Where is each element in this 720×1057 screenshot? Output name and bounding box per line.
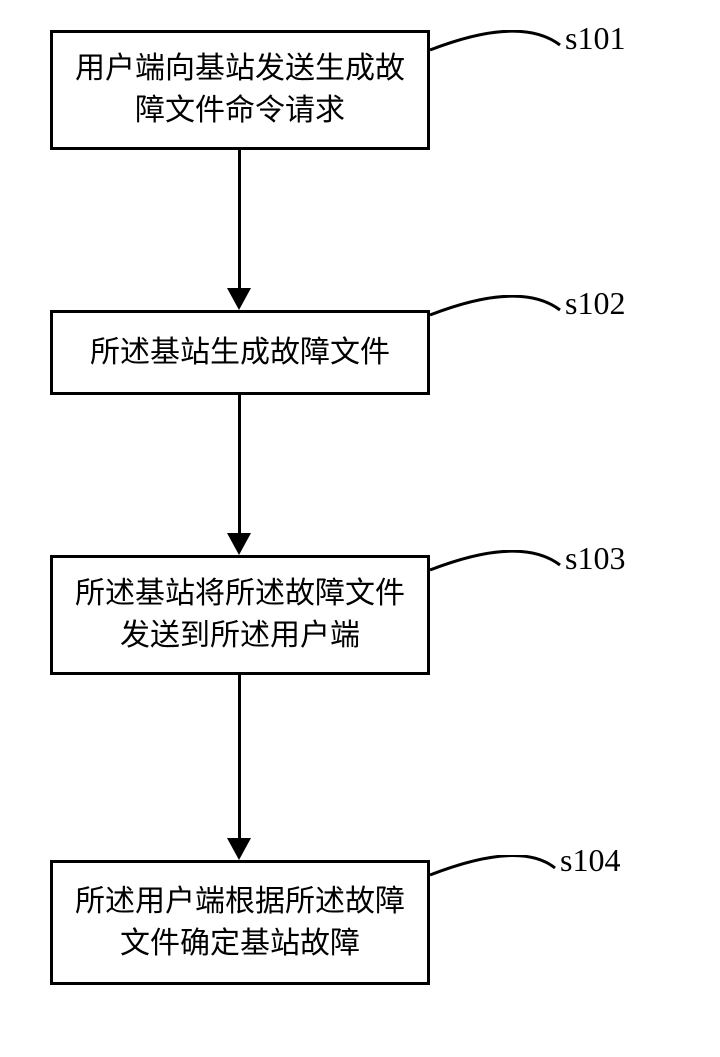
flowchart-node-s104: 所述用户端根据所述故障文件确定基站故障 xyxy=(50,860,430,985)
node-text: 所述基站生成故障文件 xyxy=(90,332,390,374)
node-label-s101: s101 xyxy=(565,20,625,57)
node-text: 所述基站将所述故障文件发送到所述用户端 xyxy=(73,573,407,657)
flowchart-node-s101: 用户端向基站发送生成故障文件命令请求 xyxy=(50,30,430,150)
flowchart-container: 用户端向基站发送生成故障文件命令请求 s101 所述基站生成故障文件 s102 … xyxy=(0,0,720,1057)
connector-s104 xyxy=(430,855,570,905)
arrow-head-1 xyxy=(227,288,251,310)
connector-s101 xyxy=(430,30,570,80)
arrow-line-3 xyxy=(238,675,241,840)
connector-s102 xyxy=(430,295,570,345)
arrow-head-2 xyxy=(227,533,251,555)
arrow-head-3 xyxy=(227,838,251,860)
connector-s103 xyxy=(430,550,570,600)
node-text: 所述用户端根据所述故障文件确定基站故障 xyxy=(73,881,407,965)
arrow-line-1 xyxy=(238,150,241,290)
flowchart-node-s103: 所述基站将所述故障文件发送到所述用户端 xyxy=(50,555,430,675)
node-label-s102: s102 xyxy=(565,285,625,322)
flowchart-node-s102: 所述基站生成故障文件 xyxy=(50,310,430,395)
node-text: 用户端向基站发送生成故障文件命令请求 xyxy=(73,48,407,132)
node-label-s103: s103 xyxy=(565,540,625,577)
arrow-line-2 xyxy=(238,395,241,535)
